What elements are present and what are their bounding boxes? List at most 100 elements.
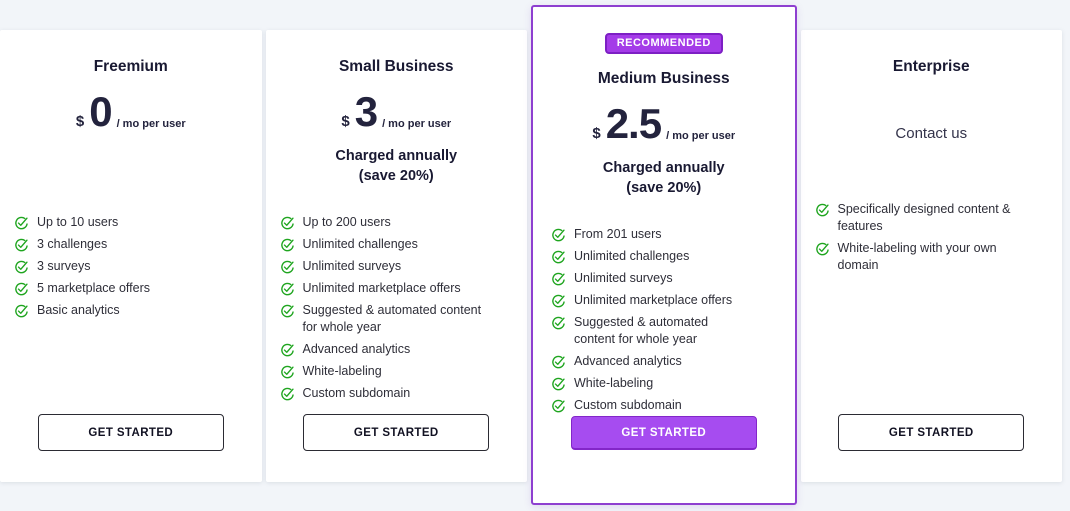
feature-label: Unlimited surveys	[302, 258, 402, 273]
feature-label: Unlimited marketplace offers	[302, 280, 461, 295]
check-icon	[551, 271, 566, 286]
feature-label: Custom subdomain	[574, 397, 682, 412]
feature-label: White-labeling with your own domain	[837, 240, 997, 272]
feature-item: White-labeling	[551, 372, 753, 394]
check-icon	[551, 227, 566, 242]
check-icon	[14, 281, 29, 296]
check-icon	[14, 259, 29, 274]
feature-item: Suggested & automated content for whole …	[280, 299, 486, 338]
check-icon	[14, 215, 29, 230]
price-period: / mo per user	[666, 130, 736, 142]
feature-label: Specifically designed content & features	[837, 201, 1011, 233]
check-icon	[551, 293, 566, 308]
feature-list: Specifically designed content & features…	[801, 190, 1063, 414]
plan-title: Small Business	[338, 58, 454, 75]
plan-header: Freemium $ 0 / mo per user	[0, 30, 262, 203]
price-currency: $	[341, 113, 350, 130]
check-icon	[280, 386, 295, 401]
check-icon	[815, 241, 830, 256]
feature-item: White-labeling with your own domain	[815, 237, 1021, 276]
plan-card-small-business: Small Business $ 3 / mo per user Charged…	[265, 30, 528, 482]
feature-label: Suggested & automated content for whole …	[302, 302, 482, 334]
feature-label: Unlimited marketplace offers	[574, 292, 733, 307]
feature-item: Unlimited challenges	[280, 233, 486, 255]
feature-item: Unlimited surveys	[280, 255, 486, 277]
billing-savings: (save 20%)	[626, 180, 702, 196]
price-period: / mo per user	[382, 118, 452, 130]
feature-item: Up to 200 users	[280, 211, 486, 233]
feature-label: White-labeling	[302, 363, 382, 378]
get-started-button-small-business[interactable]: GET STARTED	[303, 414, 490, 451]
feature-label: Unlimited surveys	[574, 270, 673, 285]
check-icon	[280, 281, 295, 296]
feature-list: Up to 10 users 3 challenges 3 surveys 5 mar…	[0, 203, 262, 414]
check-icon	[280, 364, 295, 379]
feature-item: White-labeling	[280, 360, 486, 382]
price-currency: $	[75, 113, 85, 130]
check-icon	[14, 237, 29, 252]
billing-note: Charged annually	[602, 160, 725, 176]
feature-label: Advanced analytics	[302, 341, 411, 356]
feature-item: Unlimited challenges	[551, 245, 753, 267]
check-icon	[551, 315, 566, 330]
plan-card-enterprise: Enterprise Contact us Specifically desig…	[800, 30, 1063, 482]
feature-list: From 201 users Unlimited challenges Unlimi…	[533, 215, 795, 416]
plan-card-medium-business: RECOMMENDED Medium Business $ 2.5 / mo p…	[531, 5, 797, 505]
feature-label: Up to 10 users	[37, 214, 119, 229]
check-icon	[280, 303, 295, 318]
price-amount: 2.5	[605, 100, 662, 147]
feature-item: 3 challenges	[14, 233, 220, 255]
feature-label: 3 surveys	[37, 258, 91, 273]
feature-label: White-labeling	[574, 375, 654, 390]
check-icon	[551, 354, 566, 369]
feature-label: Unlimited challenges	[302, 236, 418, 251]
plan-title: Enterprise	[892, 58, 970, 75]
feature-label: Suggested & automated content for whole …	[574, 314, 709, 346]
feature-item: Advanced analytics	[280, 338, 486, 360]
feature-item: Advanced analytics	[551, 350, 753, 372]
feature-item: From 201 users	[551, 223, 753, 245]
feature-item: Custom subdomain	[551, 394, 753, 416]
plan-card-freemium: Freemium $ 0 / mo per user Up to 10 user…	[0, 30, 262, 482]
feature-item: Up to 10 users	[14, 211, 220, 233]
plan-header: Enterprise Contact us	[801, 30, 1063, 190]
feature-label: Up to 200 users	[302, 214, 391, 229]
check-icon	[280, 237, 295, 252]
billing-note: Charged annually	[335, 148, 458, 164]
recommended-badge: RECOMMENDED	[604, 33, 723, 54]
feature-label: Advanced analytics	[574, 353, 682, 368]
check-icon	[551, 376, 566, 391]
feature-label: Basic analytics	[37, 302, 120, 317]
feature-label: 5 marketplace offers	[37, 280, 151, 295]
pricing-table: Freemium $ 0 / mo per user Up to 10 user…	[0, 5, 1063, 505]
price-amount: 3	[354, 88, 378, 135]
check-icon	[551, 398, 566, 413]
feature-item: Unlimited marketplace offers	[280, 277, 486, 299]
get-started-button-medium-business[interactable]: GET STARTED	[570, 416, 757, 450]
price: $ 3 / mo per user	[266, 88, 528, 138]
plan-title: Freemium	[93, 58, 168, 75]
price: $ 2.5 / mo per user	[533, 100, 795, 150]
check-icon	[551, 249, 566, 264]
price-period: / mo per user	[116, 118, 186, 130]
plan-title: Medium Business	[597, 70, 730, 87]
feature-item: 5 marketplace offers	[14, 277, 220, 299]
price: $ 0 / mo per user	[0, 88, 262, 138]
feature-item: Unlimited marketplace offers	[551, 289, 753, 311]
feature-item: Basic analytics	[14, 299, 220, 321]
feature-item: Specifically designed content & features	[815, 198, 1021, 237]
plan-header: RECOMMENDED Medium Business $ 2.5 / mo p…	[533, 7, 795, 215]
feature-label: Unlimited challenges	[574, 248, 690, 263]
feature-item: Suggested & automated content for whole …	[551, 311, 753, 350]
check-icon	[815, 202, 830, 217]
get-started-button-enterprise[interactable]: GET STARTED	[838, 414, 1025, 451]
check-icon	[14, 303, 29, 318]
contact-us-text: Contact us	[895, 125, 968, 142]
feature-list: Up to 200 users Unlimited challenges Unlim…	[266, 203, 528, 414]
feature-label: 3 challenges	[37, 236, 108, 251]
feature-label: From 201 users	[574, 226, 662, 241]
feature-item: Custom subdomain	[280, 382, 486, 404]
get-started-button-freemium[interactable]: GET STARTED	[37, 414, 224, 451]
check-icon	[280, 259, 295, 274]
check-icon	[280, 215, 295, 230]
